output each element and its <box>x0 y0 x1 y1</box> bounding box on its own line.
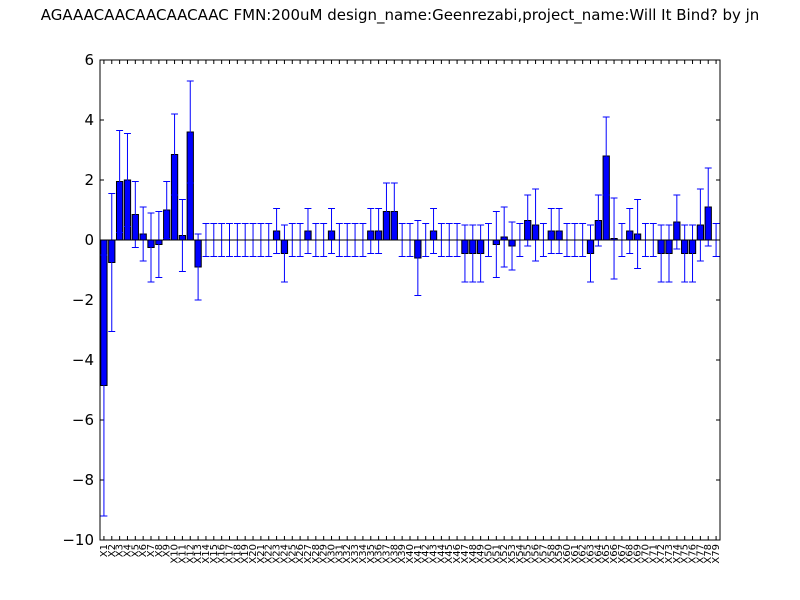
x-tick-label: X47 <box>460 544 471 564</box>
y-tick-label: 6 <box>84 51 94 69</box>
y-tick-label: 2 <box>84 171 94 189</box>
x-tick-label: X34 <box>358 544 369 564</box>
x-tick-label: X7 <box>146 544 157 557</box>
x-tick-label: X48 <box>468 544 479 564</box>
x-tick-label: X79 <box>711 544 722 564</box>
bars <box>100 131 712 386</box>
x-tick-label: X52 <box>499 544 510 564</box>
x-tick-label: X60 <box>562 544 573 564</box>
y-tick-label: −10 <box>62 531 94 549</box>
x-tick-label: X43 <box>429 544 440 564</box>
x-tick-label: X66 <box>609 544 620 564</box>
x-tick-label: X21 <box>256 544 267 564</box>
x-tick-label: X65 <box>601 544 612 564</box>
x-tick-label: X44 <box>436 544 447 564</box>
x-tick-label: X63 <box>586 544 597 564</box>
x-tick-label: X36 <box>374 544 385 564</box>
x-tick-label: X24 <box>279 544 290 564</box>
x-tick-label: X31 <box>334 544 345 564</box>
x-tick-label: X39 <box>397 544 408 564</box>
x-tick-label: X67 <box>617 544 628 564</box>
x-tick-label: X64 <box>593 544 604 564</box>
x-tick-label: X32 <box>342 544 353 564</box>
x-tick-label: X18 <box>232 544 243 564</box>
x-tick-label: X17 <box>224 544 235 564</box>
x-tick-label: X59 <box>554 544 565 564</box>
x-tick-label: X15 <box>209 544 220 564</box>
x-tick-label: X69 <box>633 544 644 564</box>
x-tick-label: X26 <box>295 544 306 564</box>
y-tick-label: 4 <box>84 111 94 129</box>
x-tick-label: X37 <box>381 544 392 564</box>
y-tick-label: −2 <box>72 291 94 309</box>
x-tick-label: X20 <box>248 544 259 564</box>
x-tick-label: X22 <box>264 544 275 564</box>
x-tick-label: X45 <box>444 544 455 564</box>
plot-area-frame <box>99 59 721 541</box>
y-tick-label: −8 <box>72 471 94 489</box>
x-tick-label: X56 <box>531 544 542 564</box>
x-tick-label: X9 <box>162 544 173 557</box>
x-tick-label: X50 <box>483 544 494 564</box>
x-tick-label: X13 <box>193 544 204 564</box>
x-tick-label: X70 <box>640 544 651 564</box>
x-tick-label: X46 <box>452 544 463 564</box>
x-tick-label: X61 <box>570 544 581 564</box>
x-tick-label: X33 <box>350 544 361 564</box>
x-axis-ticks: X1X2X3X4X5X6X7X8X9X10X11X12X13X14X15X16X… <box>99 60 722 564</box>
x-tick-label: X55 <box>523 544 534 564</box>
x-tick-label: X27 <box>303 544 314 564</box>
x-tick-label: X5 <box>130 544 141 557</box>
x-tick-label: X19 <box>240 544 251 564</box>
x-tick-label: X68 <box>625 544 636 564</box>
x-tick-label: X42 <box>421 544 432 564</box>
x-tick-label: X23 <box>272 544 283 564</box>
x-tick-label: X74 <box>672 544 683 564</box>
x-tick-label: X58 <box>546 544 557 564</box>
x-tick-label: X71 <box>648 544 659 564</box>
x-tick-label: X72 <box>656 544 667 564</box>
x-tick-label: X35 <box>366 544 377 564</box>
x-tick-label: X4 <box>122 544 133 557</box>
x-tick-label: X53 <box>507 544 518 564</box>
x-tick-label: X73 <box>664 544 675 564</box>
x-tick-label: X2 <box>107 544 118 557</box>
x-tick-label: X54 <box>515 544 526 564</box>
chart-title: AGAAACAACAACAACAAC FMN:200uM design_name… <box>40 6 760 24</box>
x-tick-label: X25 <box>287 544 298 564</box>
x-tick-label: X62 <box>578 544 589 564</box>
x-tick-label: X12 <box>185 544 196 564</box>
x-tick-label: X51 <box>491 544 502 564</box>
x-tick-label: X49 <box>476 544 487 564</box>
x-tick-label: X10 <box>170 544 181 564</box>
y-axis-ticks: −10 −8 −6 −4 −2 0 2 4 6 <box>62 51 720 549</box>
x-tick-label: X8 <box>154 544 165 557</box>
x-tick-label: X14 <box>201 544 212 564</box>
x-tick-label: X38 <box>389 544 400 564</box>
x-tick-label: X75 <box>680 544 691 564</box>
x-tick-label: X1 <box>99 544 110 557</box>
x-tick-label: X57 <box>538 544 549 564</box>
y-tick-label: −6 <box>72 411 94 429</box>
x-tick-label: X78 <box>703 544 714 564</box>
y-tick-label: 0 <box>84 231 94 249</box>
x-tick-label: X6 <box>138 544 149 557</box>
error-bars <box>100 80 720 517</box>
x-tick-label: X77 <box>695 544 706 564</box>
x-tick-label: X28 <box>311 544 322 564</box>
x-tick-label: X41 <box>413 544 424 564</box>
x-tick-label: X16 <box>217 544 228 564</box>
x-tick-label: X3 <box>115 544 126 557</box>
y-tick-label: −4 <box>72 351 94 369</box>
x-tick-label: X40 <box>405 544 416 564</box>
x-tick-label: X11 <box>177 544 188 564</box>
x-tick-label: X30 <box>327 544 338 564</box>
x-tick-label: X29 <box>319 544 330 564</box>
x-tick-label: X76 <box>688 544 699 564</box>
